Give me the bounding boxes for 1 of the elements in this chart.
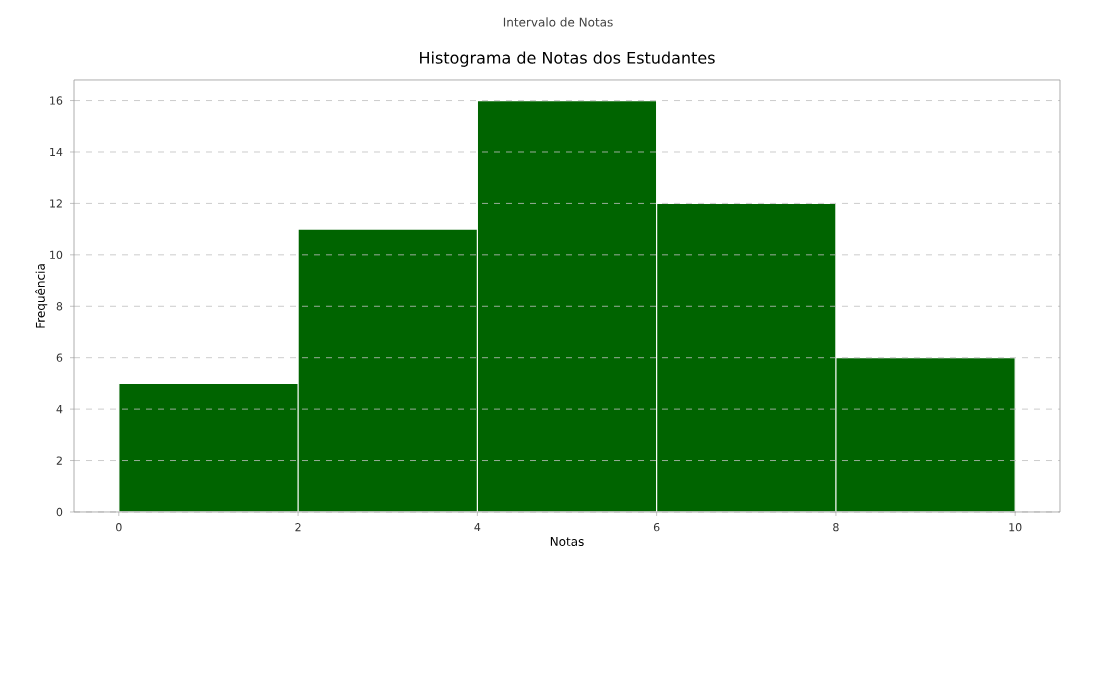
chart-title: Histograma de Notas dos Estudantes (420, 51, 715, 67)
